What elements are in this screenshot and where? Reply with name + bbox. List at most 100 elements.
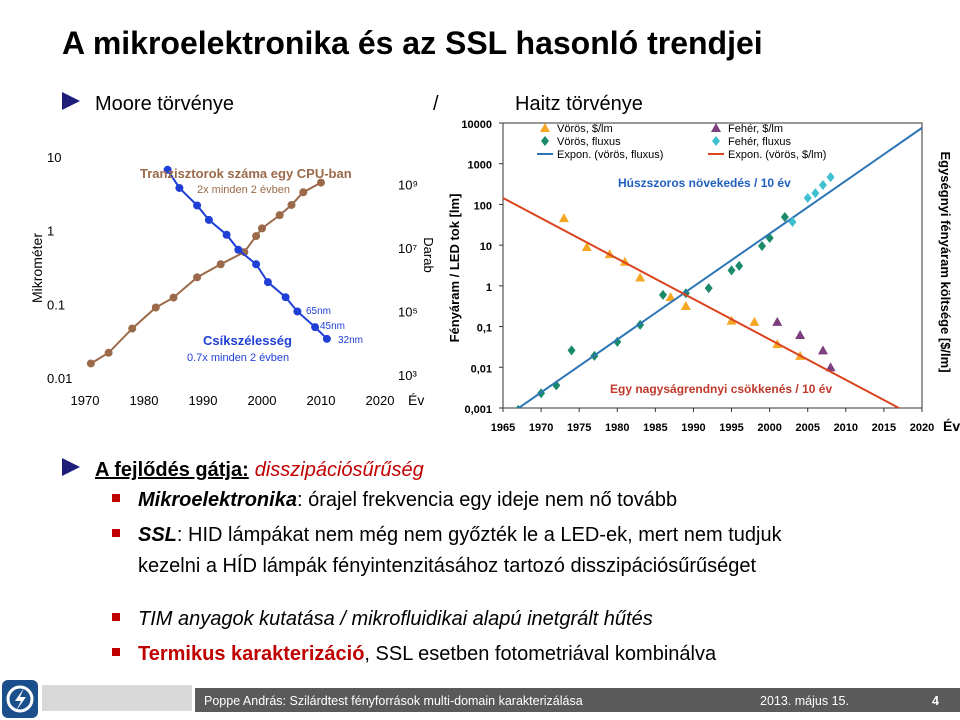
x-tick-label: 2015 — [872, 422, 896, 434]
data-point — [322, 334, 331, 343]
plot-area — [503, 127, 922, 408]
data-point — [635, 272, 646, 282]
x-tick-label: 2010 — [307, 393, 336, 408]
legend-label: Vörös, fluxus — [557, 136, 621, 148]
y2-tick-label: 10³ — [398, 368, 417, 383]
data-point — [128, 324, 137, 333]
trend-line — [516, 127, 922, 408]
data-point — [558, 213, 569, 223]
sub-bullet — [112, 494, 120, 502]
bullet-text: Moore törvénye — [95, 93, 234, 115]
x-tick-label: 1990 — [681, 422, 705, 434]
plot-area — [86, 165, 331, 368]
term: Mikroelektronika — [138, 489, 297, 511]
legend-label: Fehér, fluxus — [728, 136, 791, 148]
bullet-line: A fejlődés gátja: disszipációsűrűség — [95, 459, 424, 481]
data-point — [680, 301, 691, 311]
y-axis-label: Fényáram / LED tok [lm] — [447, 194, 462, 343]
legend-swatch — [712, 136, 720, 146]
x-axis-label: Év — [408, 392, 424, 408]
logo-mark — [15, 688, 26, 711]
y-tick-label: 10000 — [461, 119, 492, 131]
bullet-topic: disszipációsűrűség — [255, 459, 424, 481]
sub-bullet-line: TIM anyagok kutatása / mikrofluidikai al… — [138, 608, 653, 630]
x-tick-label: 1990 — [189, 393, 218, 408]
bullet-label: A fejlődés gátja: — [95, 459, 249, 481]
y-axis-label: Mikrométer — [29, 233, 45, 303]
data-point — [727, 265, 736, 276]
chart: 1965 1970 1975 1980 1985 1990 1995 2000 2005 2010… — [447, 119, 960, 434]
x-tick-label: 2020 — [910, 422, 934, 434]
x-axis-label: Év — [943, 418, 960, 434]
trend-line — [503, 197, 902, 408]
legend-label: Expon. (vörös, fluxus) — [557, 149, 663, 161]
y-tick-label: 100 — [474, 200, 492, 212]
data-point — [299, 188, 308, 197]
annotation: Tranzisztorok száma egy CPU-ban — [140, 166, 352, 181]
sub-bullet — [112, 648, 120, 656]
data-point — [311, 323, 320, 332]
data-point — [818, 180, 827, 191]
data-point — [287, 200, 296, 209]
data-point — [169, 293, 178, 302]
legend-label: Vörös, $/lm — [557, 123, 613, 135]
data-point — [817, 345, 828, 355]
legend-swatch — [541, 136, 549, 146]
y-tick-label: 0,01 — [471, 363, 492, 375]
legend-label: Fehér, $/lm — [728, 123, 783, 135]
data-point — [317, 178, 325, 187]
data-point — [175, 183, 184, 192]
footer-author: Poppe András: Szilárdtest fényforrások m… — [204, 694, 583, 708]
term: SSL — [138, 524, 177, 546]
text: , SSL esetben fotometriával kombinálva — [364, 643, 717, 665]
annotation: 32nm — [338, 335, 363, 346]
data-point — [704, 283, 713, 294]
sub-bullet-line: SSL: HID lámpákat nem még nem győzték le… — [138, 524, 783, 546]
x-tick-label: 1965 — [491, 422, 515, 434]
footer-date: 2013. május 15. — [760, 694, 849, 708]
x-tick-label: 1970 — [529, 422, 553, 434]
data-point — [780, 212, 789, 223]
data-point — [772, 316, 783, 326]
footer-page: 4 — [932, 694, 939, 708]
x-tick-label: 1995 — [719, 422, 743, 434]
chart: 1970 1980 1990 2000 2010 2020 10 1 0.1 0.01 10⁹ 10⁷… — [29, 150, 436, 408]
slide-title: A mikroelektronika és az SSL hasonló tre… — [62, 25, 763, 61]
data-point — [567, 345, 576, 356]
data-point — [658, 289, 667, 300]
data-point — [193, 201, 202, 210]
data-point — [749, 316, 760, 326]
data-point — [825, 362, 836, 372]
x-tick-label: 1975 — [567, 422, 591, 434]
y-tick-label: 0,001 — [464, 404, 492, 416]
bullet-arrow — [62, 92, 80, 110]
x-tick-label: 2020 — [366, 393, 395, 408]
annotation: Csíkszélesség — [203, 333, 292, 348]
bullet-arrow — [62, 458, 80, 476]
x-tick-label: 2000 — [757, 422, 781, 434]
data-point — [263, 278, 272, 287]
y-tick-label: 1 — [47, 224, 54, 239]
sub-bullet-line: Mikroelektronika: órajel frekvencia egy … — [138, 489, 677, 511]
y-tick-label: 1 — [486, 282, 492, 294]
data-point — [735, 260, 744, 271]
x-tick-label: 2010 — [834, 422, 858, 434]
data-point — [163, 165, 172, 174]
y2-axis-label: Egységnyi fényáram költsége [$/lm] — [938, 151, 953, 372]
data-point — [151, 303, 160, 312]
data-point — [581, 242, 592, 252]
footer-image — [42, 685, 192, 711]
data-point — [795, 330, 806, 340]
legend-swatch — [540, 123, 550, 132]
data-point — [252, 232, 261, 241]
x-tick-label: 1985 — [643, 422, 667, 434]
data-point — [275, 211, 284, 220]
data-point — [193, 273, 202, 282]
annotation: 2x minden 2 évben — [197, 184, 290, 196]
text: : órajel frekvencia egy ideje nem nő tov… — [297, 489, 677, 511]
annotation: 65nm — [306, 306, 331, 317]
data-point — [258, 224, 266, 233]
legend-label: Expon. (vörös, $/lm) — [728, 149, 826, 161]
data-point — [788, 217, 797, 228]
